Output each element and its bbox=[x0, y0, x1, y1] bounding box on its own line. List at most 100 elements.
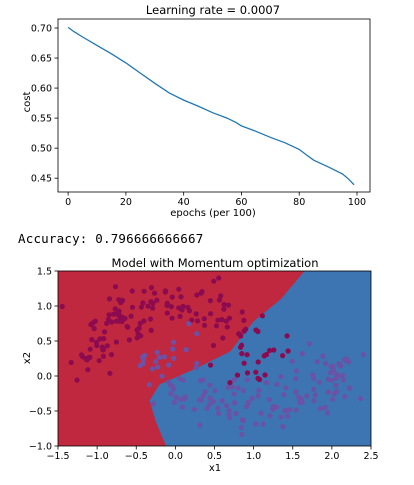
chart1-plot-area bbox=[57, 18, 371, 193]
class0-point bbox=[178, 294, 184, 300]
class1-point bbox=[215, 410, 222, 417]
class1-point bbox=[322, 360, 329, 366]
class0-point bbox=[255, 328, 261, 335]
class1-point bbox=[322, 404, 328, 411]
class1-point bbox=[150, 401, 156, 407]
class0-point bbox=[136, 325, 142, 331]
class0-point bbox=[225, 302, 232, 308]
class0-point bbox=[179, 307, 185, 313]
class1-point bbox=[183, 347, 189, 353]
class1-point bbox=[166, 362, 172, 368]
chart1-x-ticks: 0 20 40 60 80 100 bbox=[65, 192, 366, 208]
class1-point bbox=[337, 361, 343, 368]
class1-point bbox=[137, 363, 143, 369]
class0-point bbox=[88, 322, 94, 328]
chart1-ylabel: cost bbox=[22, 92, 33, 113]
class0-point bbox=[118, 300, 124, 306]
class1-point bbox=[193, 365, 199, 371]
class1-point bbox=[311, 375, 317, 381]
class1-point bbox=[233, 410, 239, 417]
class1-point bbox=[171, 399, 178, 405]
class1-point bbox=[194, 331, 200, 337]
class0-point bbox=[148, 327, 154, 333]
class0-point bbox=[79, 354, 86, 360]
class0-point bbox=[241, 360, 247, 366]
chart2-y-tick-label: 1.5 bbox=[37, 267, 52, 278]
chart1-frame bbox=[57, 18, 371, 193]
class0-point bbox=[216, 275, 222, 281]
class1-point bbox=[245, 399, 251, 406]
class1-point bbox=[204, 405, 210, 411]
class1-region bbox=[58, 271, 371, 446]
class1-point bbox=[336, 361, 342, 367]
class1-point bbox=[170, 346, 176, 352]
class0-point bbox=[223, 318, 229, 324]
class1-point bbox=[149, 366, 155, 372]
class0-point bbox=[154, 297, 160, 303]
class1-point bbox=[178, 396, 184, 402]
class0-point bbox=[104, 320, 110, 326]
class1-point bbox=[333, 388, 340, 395]
class1-point bbox=[219, 398, 225, 404]
class1-point bbox=[293, 407, 299, 413]
class0-point bbox=[226, 315, 233, 321]
class0-point bbox=[100, 347, 106, 353]
class0-point bbox=[113, 339, 119, 345]
class0-point bbox=[176, 286, 182, 292]
class1-point bbox=[346, 359, 352, 365]
class0-point bbox=[219, 317, 225, 323]
class0-point bbox=[110, 311, 116, 317]
accuracy-output-text: Accuracy: 0.796666666667 bbox=[18, 231, 204, 246]
class1-point bbox=[244, 377, 250, 383]
class0-point bbox=[112, 306, 118, 312]
class0-point bbox=[262, 372, 268, 378]
class0-point bbox=[253, 327, 259, 333]
class1-point bbox=[330, 363, 336, 369]
class1-point bbox=[260, 421, 266, 427]
class0-point bbox=[243, 326, 249, 332]
class1-point bbox=[278, 414, 284, 420]
class1-point bbox=[166, 379, 172, 385]
cost-series-line bbox=[67, 26, 355, 186]
class0-point bbox=[199, 289, 205, 295]
class0-point bbox=[125, 324, 131, 330]
class0-point bbox=[221, 301, 227, 308]
class1-point bbox=[200, 393, 206, 399]
chart2-plot-area bbox=[57, 270, 372, 447]
class1-point bbox=[360, 351, 367, 358]
class1-point bbox=[173, 394, 179, 400]
class0-point bbox=[138, 333, 144, 339]
chart2-x-tick-label: 1.0 bbox=[246, 451, 261, 462]
class1-point bbox=[167, 383, 174, 389]
class1-point bbox=[331, 391, 337, 397]
class0-point bbox=[100, 353, 106, 359]
class1-point bbox=[328, 363, 334, 370]
class0-point bbox=[150, 300, 156, 306]
class0-point bbox=[101, 329, 108, 335]
class0-point bbox=[87, 346, 93, 352]
class0-point bbox=[224, 324, 230, 330]
class1-point bbox=[231, 377, 237, 383]
class0-point bbox=[145, 303, 151, 309]
class0-point bbox=[244, 370, 251, 376]
class0-point bbox=[164, 302, 170, 309]
chart1-y-ticks: 0.45 0.50 0.55 0.60 0.65 0.70 bbox=[31, 24, 58, 185]
class1-point bbox=[312, 392, 318, 398]
class1-point bbox=[226, 412, 232, 418]
class1-point bbox=[154, 349, 160, 355]
class1-point bbox=[316, 379, 322, 385]
class1-point bbox=[179, 404, 186, 410]
class0-point bbox=[164, 310, 170, 316]
class1-point bbox=[325, 376, 331, 382]
class0-point bbox=[141, 288, 147, 294]
class1-point bbox=[280, 424, 286, 430]
class0-point bbox=[119, 297, 126, 303]
class0-point bbox=[177, 313, 183, 319]
class1-point bbox=[331, 367, 337, 373]
class0-point bbox=[221, 306, 227, 312]
class1-point bbox=[311, 386, 317, 392]
class1-point bbox=[340, 372, 346, 379]
class0-point bbox=[108, 352, 115, 358]
chart1-xlabel: epochs (per 100) bbox=[170, 208, 256, 219]
chart2-x-tick-label: −1.5 bbox=[46, 451, 69, 462]
